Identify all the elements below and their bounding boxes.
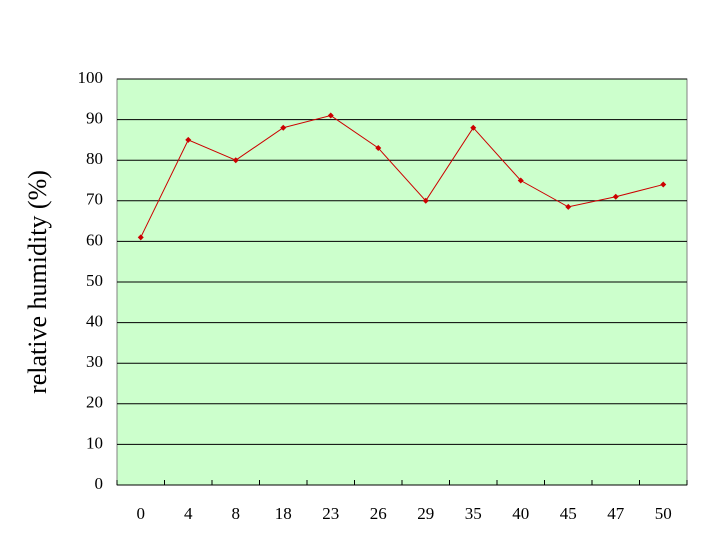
x-tick-label: 29 — [417, 504, 434, 523]
y-tick-label: 30 — [86, 352, 103, 371]
marker — [660, 181, 667, 188]
marker — [422, 197, 429, 204]
line — [140, 114, 664, 238]
x-tick-label: 47 — [607, 504, 625, 523]
x-tick-label: 4 — [184, 504, 193, 523]
y-tick-label: 50 — [86, 271, 103, 290]
y-tick-label: 10 — [86, 433, 103, 452]
x-tick-label: 8 — [232, 504, 241, 523]
y-tick-label: 60 — [86, 230, 103, 249]
marker — [517, 177, 524, 184]
y-tick-label: 20 — [86, 393, 103, 412]
marker — [470, 124, 477, 131]
x-tick-label: 23 — [322, 504, 339, 523]
x-tick-label: 45 — [560, 504, 577, 523]
marker — [280, 124, 287, 131]
y-tick-label: 0 — [95, 474, 104, 493]
y-tick-label: 40 — [86, 312, 103, 331]
x-tick-label: 40 — [512, 504, 529, 523]
y-tick-label: 90 — [86, 109, 103, 128]
marker — [137, 234, 144, 241]
marker — [232, 157, 239, 164]
marker — [185, 136, 192, 143]
x-tick-label: 26 — [370, 504, 387, 523]
x-tick-label: 18 — [275, 504, 292, 523]
y-axis-label: relative humidity (%) — [23, 170, 52, 394]
marker — [565, 203, 572, 210]
x-tick-label: 0 — [137, 504, 146, 523]
x-tick-label: 35 — [465, 504, 482, 523]
marker — [375, 145, 382, 152]
x-tick-label: 50 — [655, 504, 672, 523]
marker — [327, 112, 334, 119]
y-tick-label: 70 — [86, 190, 103, 209]
marker — [612, 193, 619, 200]
y-tick-label: 80 — [86, 149, 103, 168]
y-tick-label: 100 — [78, 68, 104, 87]
